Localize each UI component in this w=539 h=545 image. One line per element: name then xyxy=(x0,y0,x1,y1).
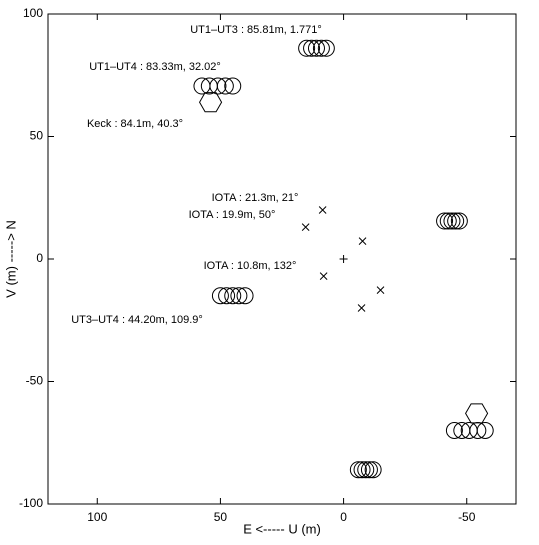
uv-point xyxy=(317,39,335,57)
uv-point xyxy=(353,461,371,479)
annotation: IOTA : 10.8m, 132° xyxy=(204,260,297,272)
uv-point xyxy=(465,403,489,424)
uv-point xyxy=(224,287,242,305)
y-tick-label: 50 xyxy=(30,129,44,143)
y-tick-label: -100 xyxy=(19,496,43,510)
x-tick-label: 0 xyxy=(340,510,347,524)
uv-point xyxy=(453,422,471,439)
annotation: UT3–UT4 : 44.20m, 109.9° xyxy=(71,314,203,326)
uv-point xyxy=(218,287,236,305)
annotation: IOTA : 21.3m, 21° xyxy=(212,192,299,204)
uv-point xyxy=(460,422,478,439)
annotation: UT1–UT3 : 85.81m, 1.771° xyxy=(190,24,322,36)
uv-point xyxy=(198,92,223,113)
uv-point xyxy=(318,206,327,214)
uv-point xyxy=(200,77,218,95)
x-tick-label: 50 xyxy=(214,510,228,524)
uv-point xyxy=(357,461,375,479)
uv-point xyxy=(349,461,367,479)
y-tick-label: 100 xyxy=(23,6,43,20)
uv-point xyxy=(301,223,310,232)
uv-point xyxy=(236,287,254,305)
uv-point xyxy=(358,237,367,245)
x-axis-label: E <----- U (m) xyxy=(243,521,321,536)
y-tick-label: 0 xyxy=(36,251,43,265)
uv-point xyxy=(357,304,366,312)
uv-point xyxy=(476,422,494,439)
uv-point xyxy=(193,77,211,95)
uv-point xyxy=(450,212,468,230)
x-tick-label: 100 xyxy=(87,510,107,524)
uv-point xyxy=(298,39,316,57)
uv-point xyxy=(307,39,325,57)
uv-point xyxy=(439,212,457,230)
uv-point xyxy=(303,39,321,57)
annotation: UT1–UT4 : 83.33m, 32.02° xyxy=(89,61,221,73)
uv-point xyxy=(469,422,487,439)
annotation: IOTA : 19.9m, 50° xyxy=(189,209,276,221)
uv-point xyxy=(216,77,234,95)
uv-point xyxy=(209,77,227,95)
annotation: Keck : 84.1m, 40.3° xyxy=(87,118,183,130)
y-tick-label: -50 xyxy=(26,374,44,388)
uv-point xyxy=(312,39,330,57)
uv-point xyxy=(445,422,463,439)
uv-point xyxy=(224,77,242,95)
uv-point xyxy=(230,287,248,305)
uv-point xyxy=(376,286,385,294)
uv-point xyxy=(339,255,348,263)
y-axis-label: V (m) -----> N xyxy=(3,220,18,298)
uv-point xyxy=(364,461,382,479)
uv-point xyxy=(447,212,465,230)
uv-point xyxy=(319,272,328,281)
x-tick-label: -50 xyxy=(458,510,476,524)
uv-point xyxy=(436,212,454,230)
uv-point xyxy=(211,287,229,305)
uv-point xyxy=(443,212,461,230)
uv-point xyxy=(360,461,378,479)
